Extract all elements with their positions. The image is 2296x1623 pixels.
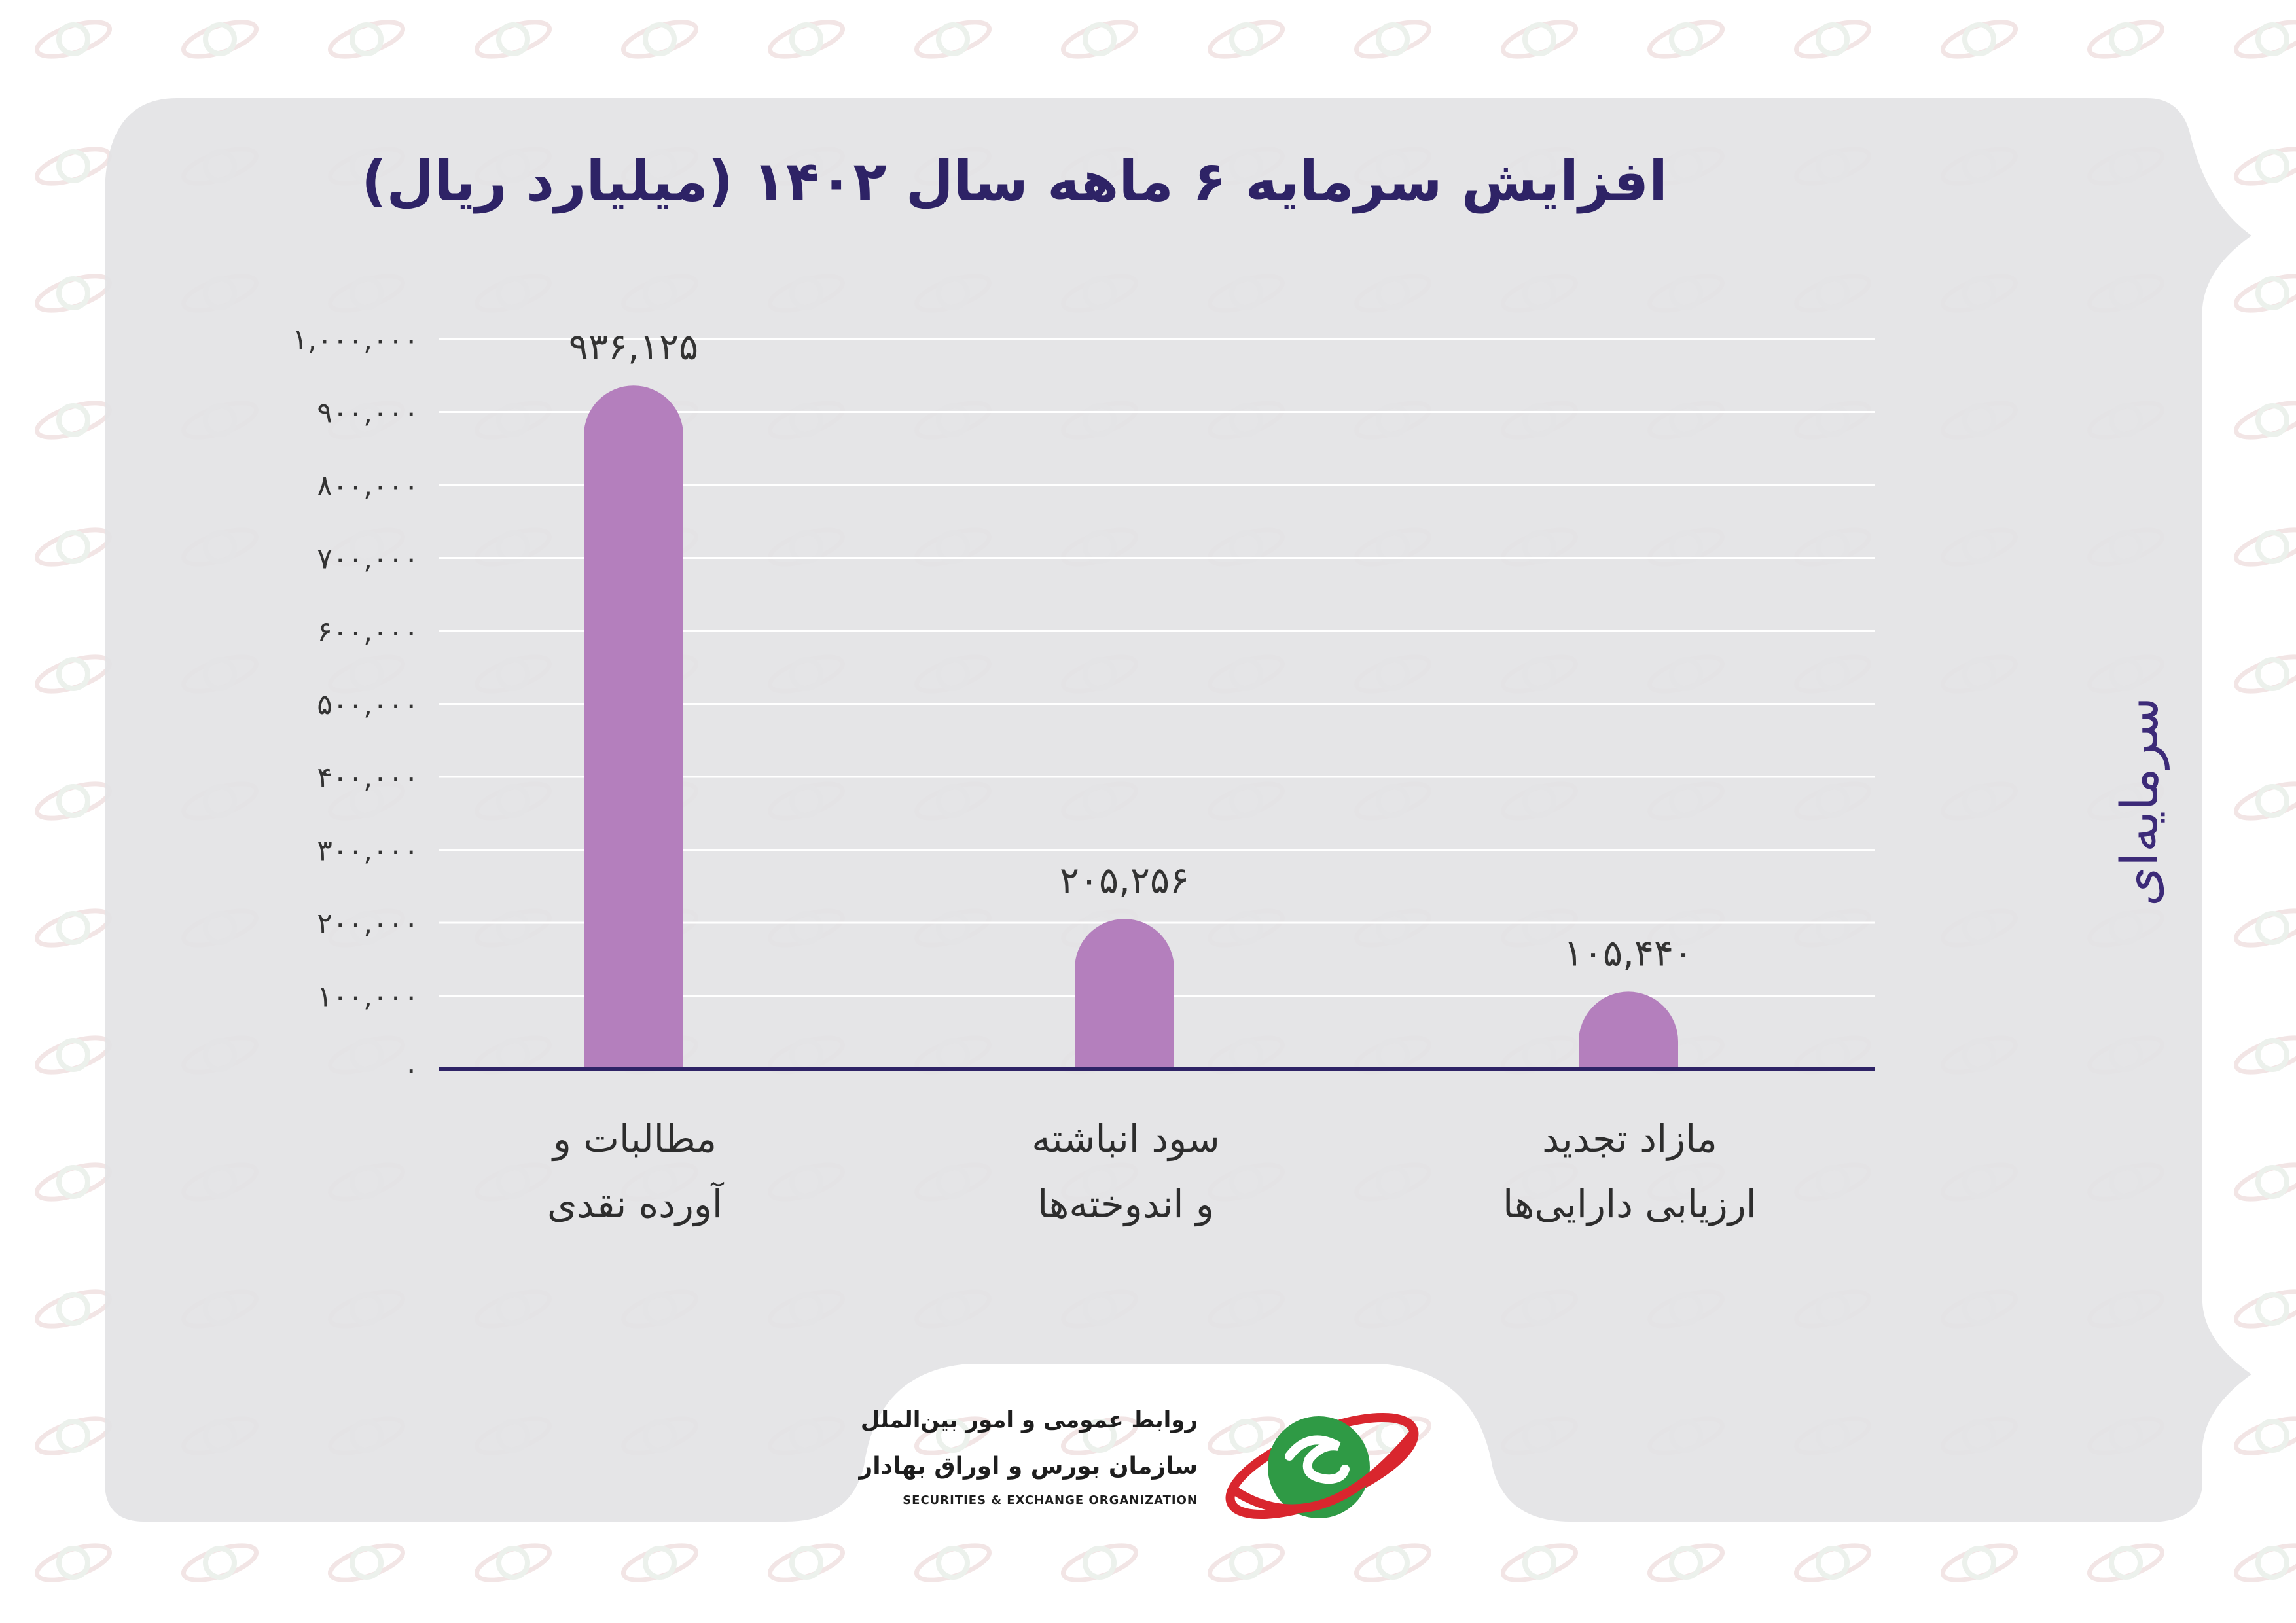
y-tick-label: ۸۰۰,۰۰۰ (317, 469, 419, 503)
bar-1 (584, 385, 683, 1069)
y-tick-label: ۱,۰۰۰,۰۰۰ (293, 323, 419, 357)
y-tick-label: ۵۰۰,۰۰۰ (317, 688, 419, 722)
y-tick-label: ۳۰۰,۰۰۰ (317, 834, 419, 868)
category-label-2-line2: و اندوخته‌ها (1037, 1182, 1214, 1226)
bar-value-label-1: ۹۳۶,۱۲۵ (569, 326, 698, 368)
bar-layer (584, 385, 1678, 1069)
bar-2 (1075, 919, 1174, 1069)
category-label-3: مازاد تجدید ارزیابی دارایی‌ها (1401, 1106, 1859, 1237)
chart-title: افزایش سرمایه ۶ ماهه سال ۱۴۰۲ (میلیارد ر… (361, 149, 1668, 213)
logo-line-3: SECURITIES & EXCHANGE ORGANIZATION (903, 1493, 1198, 1507)
category-label-2-line1: سود انباشته (1031, 1116, 1220, 1161)
category-label-3-line2: ارزیابی دارایی‌ها (1503, 1182, 1757, 1226)
y-tick-label: ۱۰۰,۰۰۰ (317, 980, 419, 1014)
y-tick-label: ۶۰۰,۰۰۰ (317, 615, 419, 649)
bar-value-label-3: ۱۰۵,۴۴۰ (1564, 932, 1693, 974)
category-label-1: مطالبات و آورده نقدی (406, 1106, 864, 1237)
logo-line-1: روابط عمومی و امور بین‌الملل (860, 1407, 1198, 1433)
bar-value-label-2: ۲۰۵,۲۵۶ (1060, 859, 1189, 902)
label-layer: ۹۳۶,۱۲۵ ۲۰۵,۲۵۶ ۱۰۵,۴۴۰ (569, 326, 1693, 974)
category-label-1-line2: آورده نقدی (547, 1182, 723, 1226)
y-tick-label: ۰ (403, 1053, 419, 1086)
category-label-1-line1: مطالبات و (552, 1116, 717, 1161)
y-tick-label: ۷۰۰,۰۰۰ (317, 543, 419, 576)
y-tick-label: ۲۰۰,۰۰۰ (317, 907, 419, 940)
y-tick-label: ۴۰۰,۰۰۰ (317, 761, 419, 794)
logo-line-2: سازمان بورس و اوراق بهادار (859, 1453, 1198, 1480)
side-label-text: سرمایه‌ای (2111, 696, 2170, 907)
category-label-3-line1: مازاد تجدید (1542, 1116, 1717, 1161)
seo-logo-icon (1225, 1412, 1419, 1520)
bar-3 (1579, 991, 1678, 1069)
y-tick-label: ۹۰۰,۰۰۰ (317, 397, 419, 430)
category-label-2: سود انباشته و اندوخته‌ها (897, 1106, 1355, 1237)
